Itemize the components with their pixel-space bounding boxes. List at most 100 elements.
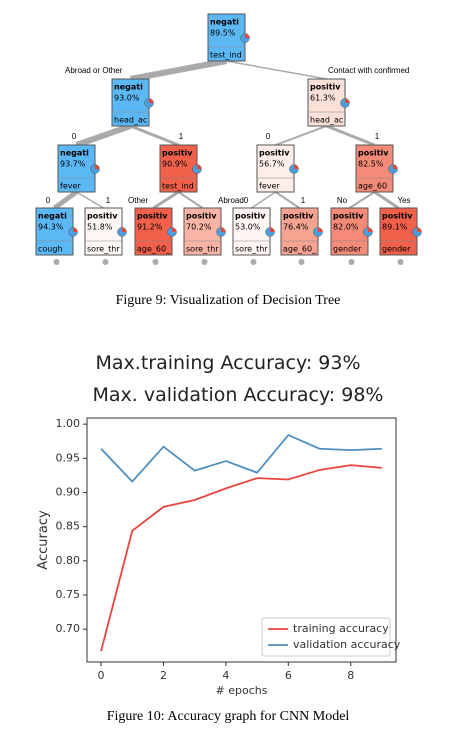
- tree-edge: [373, 190, 400, 210]
- tree-edge: [226, 60, 327, 80]
- node-percent: 61.3%: [310, 94, 336, 103]
- leaf-dot: [348, 259, 355, 265]
- tree-node: [256, 144, 295, 193]
- tree-node: [111, 78, 150, 127]
- leaf-dot: [397, 259, 404, 265]
- node-percent: 93.0%: [114, 94, 140, 103]
- node-pie-slice: [149, 98, 154, 103]
- data-line: [100, 433, 382, 483]
- leaf-dot: [152, 259, 159, 265]
- node-percent: 91.2%: [137, 223, 163, 232]
- y-tick-label: 0.80: [56, 554, 81, 567]
- node-feature: age_60_: [137, 245, 171, 254]
- data-line: [100, 464, 383, 652]
- leaf-dot: [53, 259, 60, 265]
- tree-edge: [53, 189, 78, 211]
- tree-edge: [325, 124, 376, 147]
- node-percent: 53.0%: [235, 223, 261, 232]
- x-tick-label: 2: [160, 669, 167, 682]
- decision-tree: Abroad or Other Contact with confirmed 0 1 0…: [35, 13, 422, 265]
- node-feature: test_ind: [162, 182, 194, 191]
- edge-label: 0: [72, 132, 77, 141]
- node-class: negati: [38, 212, 67, 221]
- x-tick-label: 0: [98, 669, 105, 682]
- legend-box: [261, 617, 391, 657]
- node-pie-slice: [270, 227, 275, 232]
- tree-edge: [274, 191, 301, 209]
- node-class: negati: [60, 149, 89, 158]
- tree-edge: [348, 191, 376, 209]
- node-pie-slice: [393, 164, 398, 169]
- tree-edge: [152, 190, 180, 210]
- y-tick-label: 0.70: [56, 622, 81, 635]
- node-pie-slice: [345, 98, 350, 103]
- tree-edge: [129, 58, 228, 82]
- node-pie-slice: [95, 164, 100, 169]
- edge-label: 1: [106, 196, 111, 205]
- node-class: positiv: [333, 212, 364, 221]
- edge-label: 0: [244, 196, 249, 205]
- x-tick-label: 8: [347, 669, 354, 682]
- node-class: positiv: [310, 83, 341, 92]
- tree-edge: [251, 191, 276, 209]
- tree-node: [134, 207, 173, 256]
- edge-label: Abroad or Other: [65, 66, 123, 75]
- node-pie-slice: [122, 227, 127, 232]
- node-feature: head_ac: [310, 116, 343, 125]
- line-chart: 0.70 0.75 0.80 0.85 0.90 0.95 1.00 0 2 4 6 8 # epoch…: [36, 417, 401, 697]
- edge-label: Abroad: [218, 196, 244, 205]
- node-pie-slice: [197, 164, 202, 169]
- tree-node: [207, 13, 246, 62]
- node-pie-slice: [245, 33, 250, 38]
- y-tick-label: 0.90: [56, 485, 81, 498]
- leaf-dot: [201, 259, 208, 265]
- tree-node: [159, 144, 198, 193]
- node-pie-slice: [172, 227, 177, 232]
- node-class: positiv: [382, 212, 413, 221]
- node-pie-slice: [73, 227, 78, 232]
- y-tick-label: 0.85: [56, 520, 81, 533]
- legend-label: validation accuracy: [293, 638, 401, 651]
- node-feature: fever: [60, 182, 81, 191]
- node-percent: 51.8%: [87, 223, 113, 232]
- tree-node: [307, 78, 346, 127]
- tree-node: [57, 144, 96, 193]
- node-percent: 56.7%: [259, 160, 285, 169]
- tree-node: [183, 207, 222, 256]
- tree-node: [330, 207, 369, 256]
- node-feature: head_ac: [114, 116, 147, 125]
- node-feature: age_60: [358, 182, 387, 191]
- tree-node: [232, 207, 271, 256]
- node-feature: gender: [333, 245, 362, 254]
- node-percent: 82.0%: [333, 223, 359, 232]
- node-pie-slice: [368, 227, 373, 232]
- tree-node: [35, 207, 74, 256]
- node-class: positiv: [358, 149, 389, 158]
- node-pie-slice: [221, 227, 226, 232]
- x-tick-label: 4: [222, 669, 229, 682]
- node-class: positiv: [259, 149, 290, 158]
- legend-label: training accuracy: [293, 622, 389, 635]
- node-percent: 70.2%: [186, 223, 212, 232]
- node-percent: 89.5%: [210, 29, 236, 38]
- edge-label: Contact with confirmed: [328, 66, 409, 75]
- x-axis-label: # epochs: [216, 684, 268, 697]
- leaf-dot: [102, 259, 109, 265]
- node-class: positiv: [283, 212, 314, 221]
- chart-subtitle: Max. validation Accuracy: 98%: [93, 384, 384, 406]
- edge-label: 1: [301, 196, 306, 205]
- node-feature: gender: [382, 245, 411, 254]
- plot-frame: [86, 417, 397, 663]
- y-axis-label: Accuracy: [36, 510, 51, 570]
- node-feature: sore_thr: [87, 245, 120, 254]
- node-feature: fever: [259, 182, 280, 191]
- node-pie-slice: [318, 227, 323, 232]
- edge-label: No: [337, 196, 348, 205]
- node-feature: sore_thr: [186, 245, 219, 254]
- y-tick-label: 0.95: [56, 451, 81, 464]
- edge-label: Other: [128, 196, 148, 205]
- node-pie-slice: [417, 227, 422, 232]
- tree-edge: [275, 125, 327, 146]
